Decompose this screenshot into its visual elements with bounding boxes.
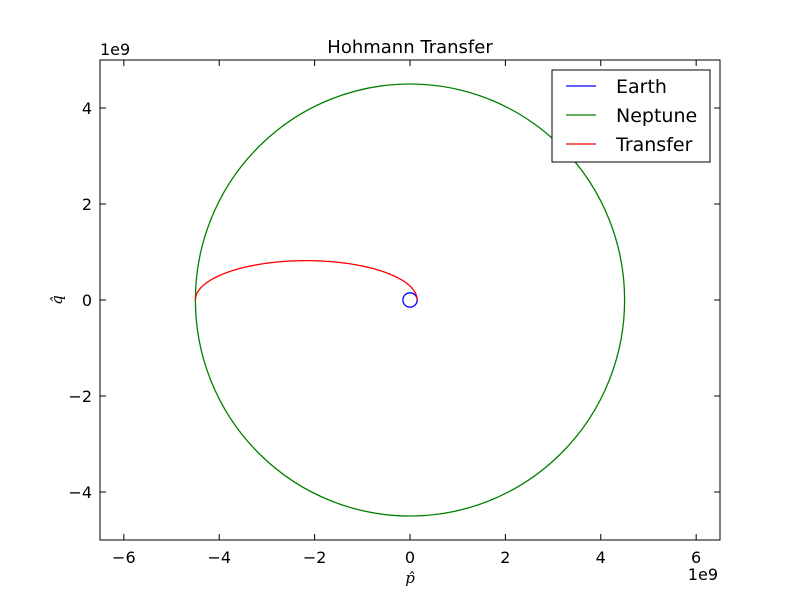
x-tick-label: 0: [405, 548, 415, 567]
series-transfer-line: [194, 259, 418, 301]
legend-label-transfer: Transfer: [615, 134, 693, 156]
y-tick-label: −4: [68, 483, 92, 502]
series-earth-line: [402, 292, 418, 308]
x-offset-label: 1e9: [688, 565, 718, 584]
legend-label-neptune: Neptune: [616, 105, 697, 127]
y-tick-label: 4: [82, 99, 92, 118]
x-axis-label: p̂: [405, 569, 415, 587]
y-offset-label: 1e9: [100, 40, 130, 59]
y-tick-label: 2: [82, 195, 92, 214]
x-tick-label: 2: [500, 548, 510, 567]
x-tick-label: 6: [691, 548, 701, 567]
legend-box: [551, 69, 711, 163]
series-layer: [194, 83, 626, 517]
x-tick-label: −6: [112, 548, 136, 567]
legend: Earth Neptune Transfer: [551, 69, 711, 163]
x-tick-label: −2: [303, 548, 327, 567]
x-axis-ticks: −6 −4 −2 0 2 4 6: [112, 60, 701, 567]
x-tick-label: 4: [596, 548, 606, 567]
y-axis-label: q̂: [48, 295, 66, 305]
legend-label-earth: Earth: [616, 76, 667, 98]
y-axis-ticks: −4 −2 0 2 4: [68, 99, 720, 502]
y-tick-label: −2: [68, 387, 92, 406]
x-tick-label: −4: [207, 548, 231, 567]
y-tick-label: 0: [82, 291, 92, 310]
chart-title: Hohmann Transfer: [327, 37, 493, 58]
